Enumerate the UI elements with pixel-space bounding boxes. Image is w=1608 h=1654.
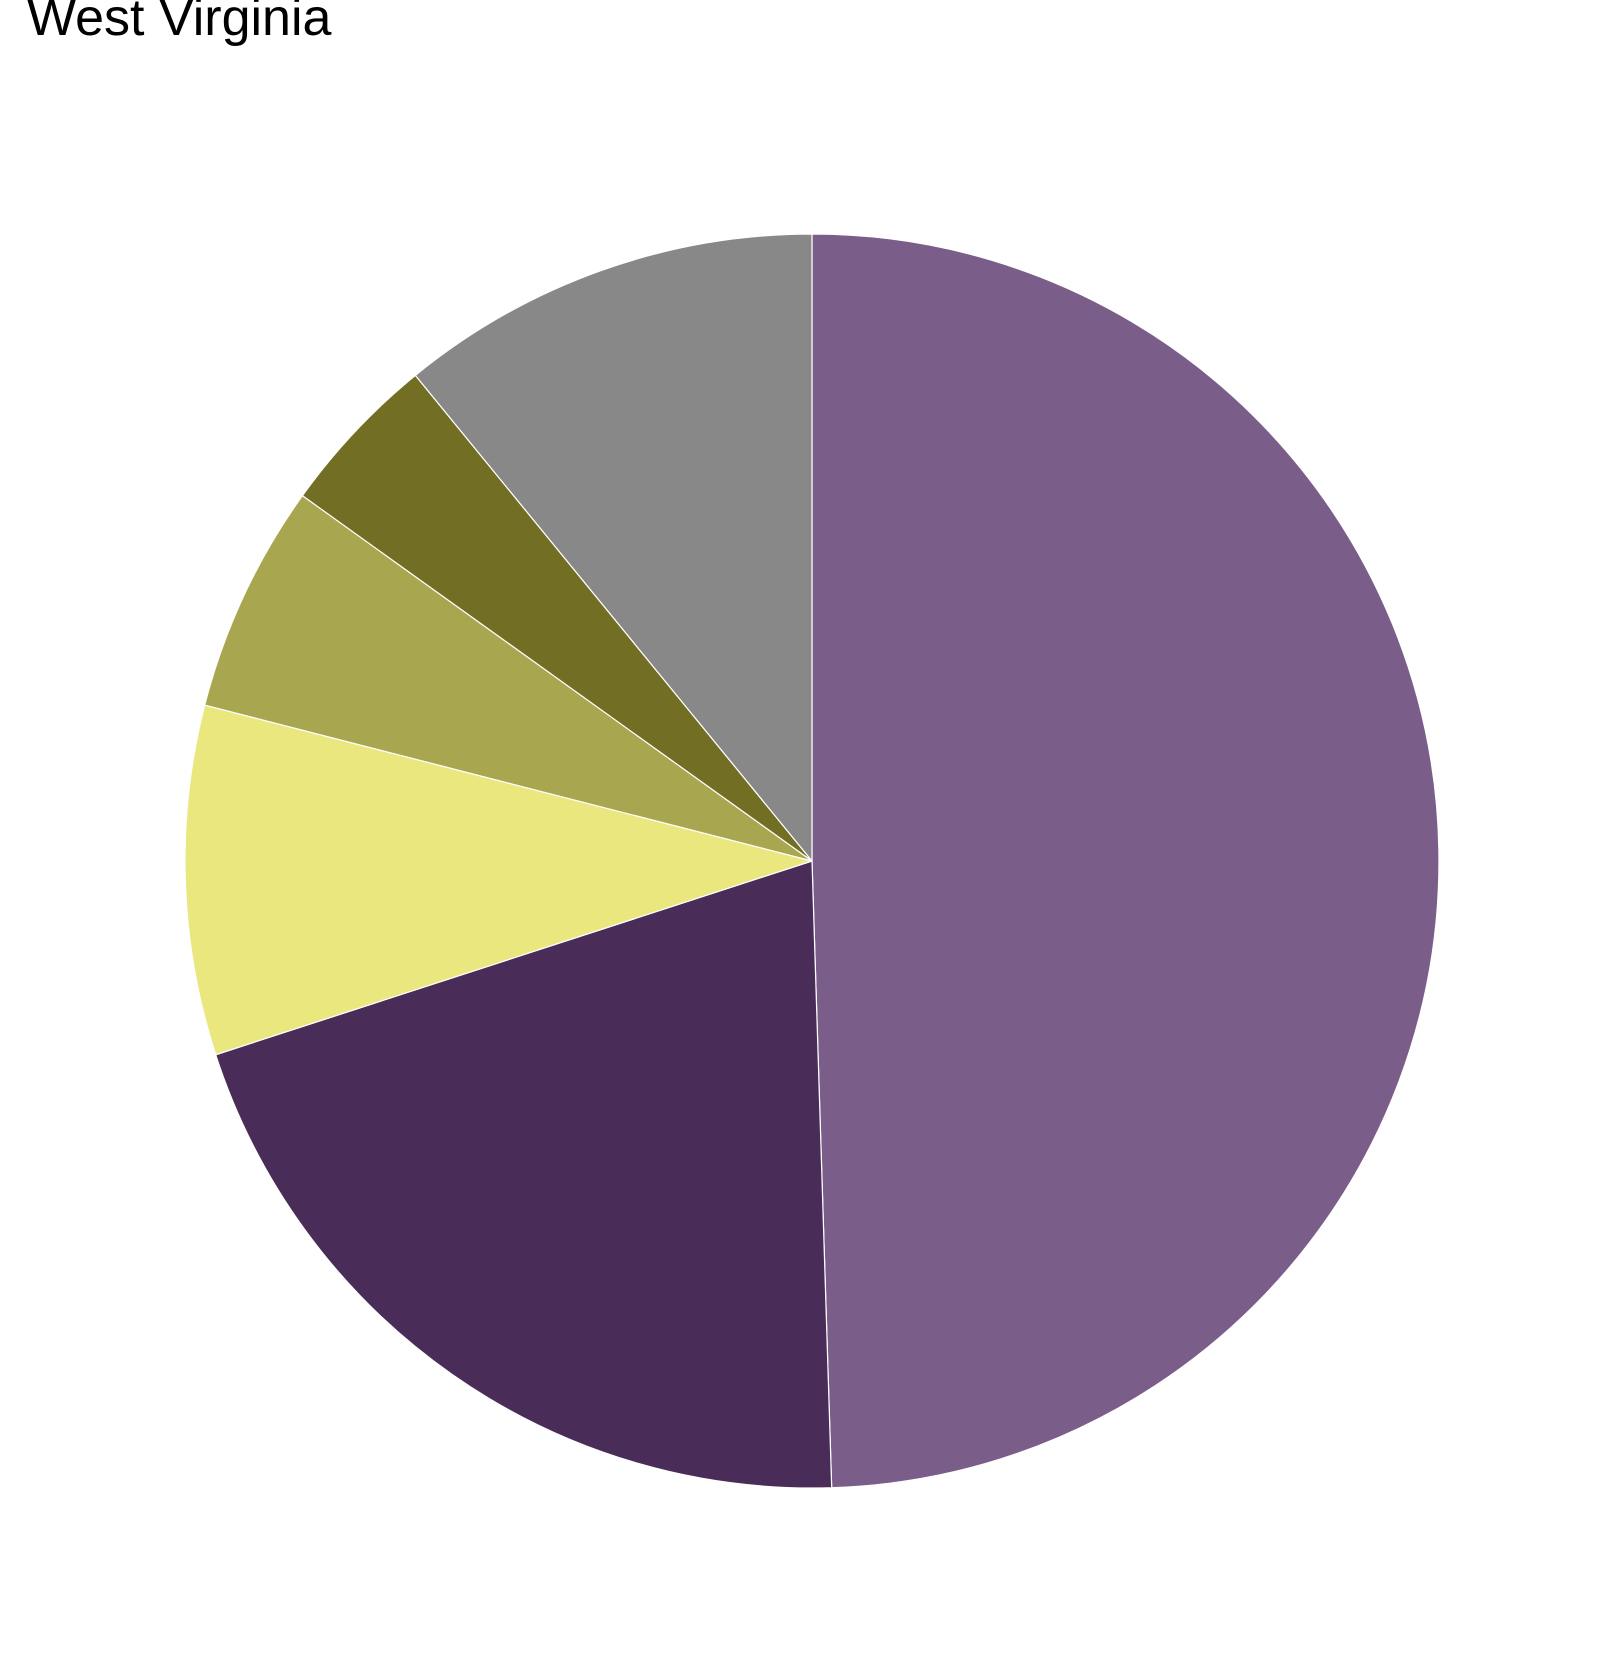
pie-slice-2 (215, 860, 833, 1489)
pie-slice-6 (414, 233, 813, 862)
pie-slice-4 (204, 495, 813, 862)
chart-title: West Virginia (27, 0, 332, 47)
pie-slice-1 (811, 233, 1440, 1489)
pie-slices (184, 233, 1440, 1489)
pie-slice-3 (184, 704, 813, 1056)
